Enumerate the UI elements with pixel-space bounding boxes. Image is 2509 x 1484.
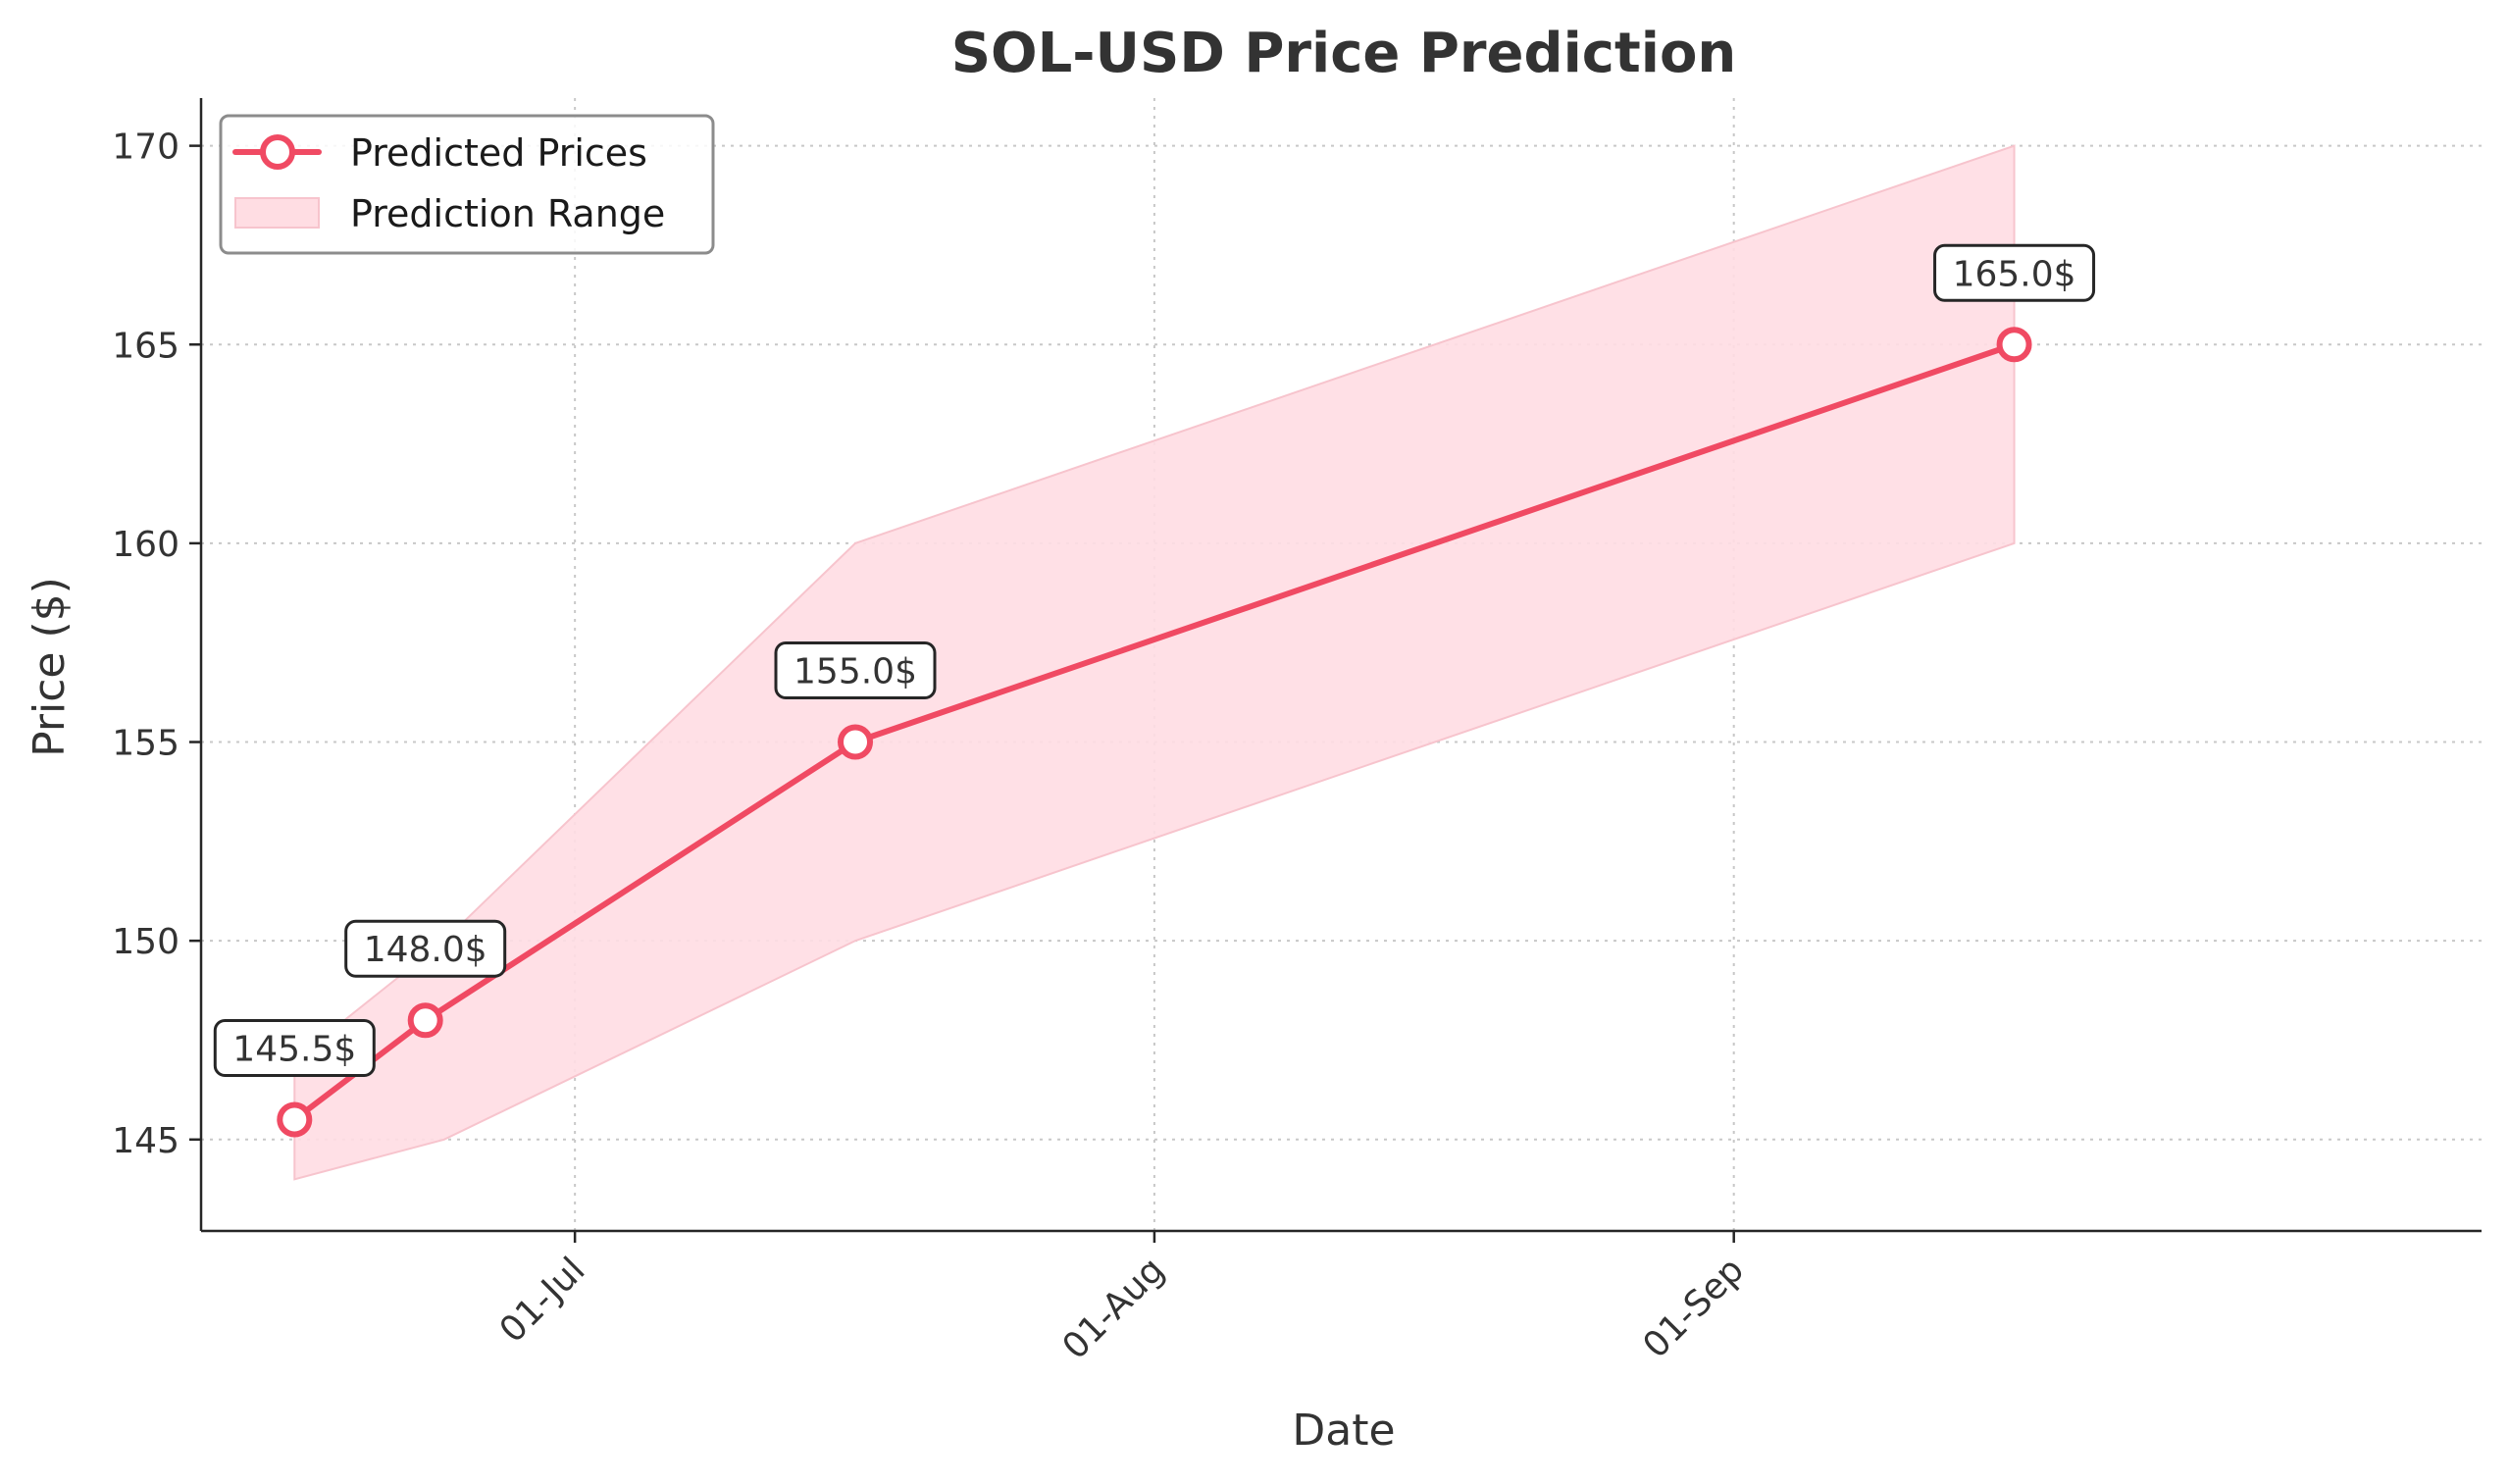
prediction-range-band-layer: [293, 144, 2016, 1181]
y-tick-label: 170: [112, 128, 179, 168]
x-tick-label: 01-Sep: [1636, 1250, 1753, 1366]
data-label-box: [1933, 243, 2096, 302]
legend-label-predicted-prices: Predicted Prices: [350, 131, 647, 175]
data-point-marker: [1996, 327, 2032, 363]
x-axis-title: Date: [1292, 1406, 1395, 1456]
legend-label-prediction-range: Prediction Range: [350, 192, 665, 235]
x-tick-label: 01-Aug: [1055, 1250, 1173, 1367]
y-tick-label: 145: [112, 1121, 179, 1161]
y-tick-label: 160: [112, 525, 179, 565]
prediction-range-band: [293, 144, 2016, 1181]
legend-frame: [219, 114, 715, 255]
data-label-box: [344, 919, 507, 978]
y-tick-label: 155: [112, 724, 179, 764]
legend-band-swatch: [234, 197, 320, 229]
data-label: 155.0$: [794, 652, 917, 692]
data-point-marker: [277, 1101, 313, 1138]
y-axis-title: Price ($): [25, 577, 75, 757]
y-tick-label: 165: [112, 326, 179, 366]
data-label: 165.0$: [1953, 254, 2076, 294]
legend-marker-swatch: [260, 134, 295, 170]
data-labels: 145.5$ 148.0$ 155.0$ 165.0$: [213, 243, 2096, 1078]
data-point-marker: [838, 724, 874, 760]
data-point-marker: [407, 1002, 443, 1039]
chart-title: SOL-USD Price Prediction: [951, 22, 1737, 85]
data-label: 148.0$: [364, 930, 487, 970]
x-tick-label: 01-Jul: [492, 1250, 593, 1351]
data-label: 145.5$: [232, 1030, 356, 1070]
legend: Predicted Prices Prediction Range: [219, 114, 715, 255]
y-tick-label: 150: [112, 922, 179, 962]
data-label-box: [213, 1019, 376, 1078]
data-label-box: [774, 641, 937, 700]
